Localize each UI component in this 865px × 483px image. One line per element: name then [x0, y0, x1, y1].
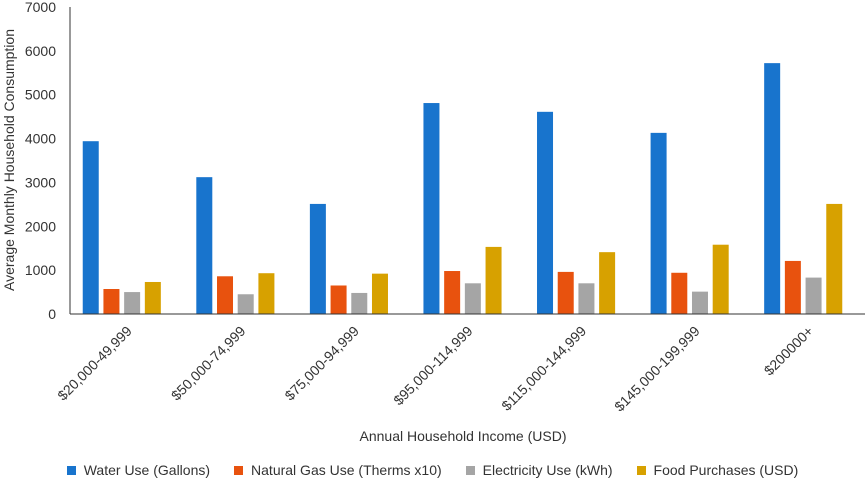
legend-label: Natural Gas Use (Therms x10)	[251, 462, 442, 478]
bar	[423, 103, 440, 314]
bar	[124, 292, 141, 314]
x-tick-label: $95,000-114,999	[390, 323, 476, 409]
legend-swatch	[66, 465, 76, 475]
legend-label: Food Purchases (USD)	[653, 462, 799, 478]
bar	[309, 203, 326, 314]
y-tick-label: 5000	[25, 87, 56, 103]
bar	[671, 272, 688, 314]
bar	[578, 283, 595, 314]
bar	[371, 273, 388, 314]
x-axis-title: Annual Household Income (USD)	[360, 428, 567, 444]
y-tick-label: 1000	[25, 262, 56, 278]
legend-item: Water Use (Gallons)	[66, 462, 211, 478]
bar	[691, 291, 708, 314]
bar	[103, 289, 120, 314]
legend-swatch	[465, 465, 475, 475]
y-tick-label: 7000	[25, 0, 56, 15]
bar-chart: Average Monthly Household Consumption An…	[1, 0, 865, 444]
y-tick-label: 2000	[25, 218, 56, 234]
y-tick-label: 4000	[25, 131, 56, 147]
bar	[764, 63, 781, 314]
bar	[485, 246, 502, 314]
bar	[82, 141, 99, 314]
y-tick-label: 6000	[25, 43, 56, 59]
x-tick-label: $50,000-74,999	[168, 323, 249, 404]
bar	[464, 283, 481, 314]
x-tick-label: $75,000-94,999	[281, 323, 362, 404]
x-tick-label: $20,000-49,999	[54, 323, 135, 404]
bar	[217, 276, 234, 314]
bar	[258, 273, 275, 314]
bar	[784, 260, 801, 314]
bar	[805, 277, 822, 314]
bar	[330, 285, 347, 314]
legend-item: Electricity Use (kWh)	[465, 462, 613, 478]
bar	[650, 132, 667, 314]
legend-item: Food Purchases (USD)	[636, 462, 799, 478]
bar	[196, 177, 213, 314]
x-tick-label: $200000+	[761, 323, 817, 379]
bar	[599, 252, 616, 314]
bar	[557, 271, 574, 314]
bar	[444, 271, 461, 314]
legend-item: Natural Gas Use (Therms x10)	[234, 462, 442, 478]
y-axis-title: Average Monthly Household Consumption	[1, 29, 17, 291]
x-tick-label: $115,000-144,999	[498, 323, 589, 414]
bar	[712, 244, 729, 314]
legend-swatch	[636, 465, 646, 475]
bar	[144, 281, 161, 314]
legend-label: Water Use (Gallons)	[83, 462, 211, 478]
y-tick-label: 3000	[25, 174, 56, 190]
legend-label: Electricity Use (kWh)	[482, 462, 613, 478]
x-tick-label: $145,000-199,999	[611, 323, 703, 415]
legend-swatch	[234, 465, 244, 475]
bar	[537, 111, 554, 314]
y-tick-label: 0	[48, 306, 56, 322]
bar	[826, 203, 843, 314]
chart-legend: Water Use (Gallons) Natural Gas Use (Ther…	[0, 462, 865, 478]
bar	[351, 292, 368, 314]
bar	[237, 294, 254, 314]
